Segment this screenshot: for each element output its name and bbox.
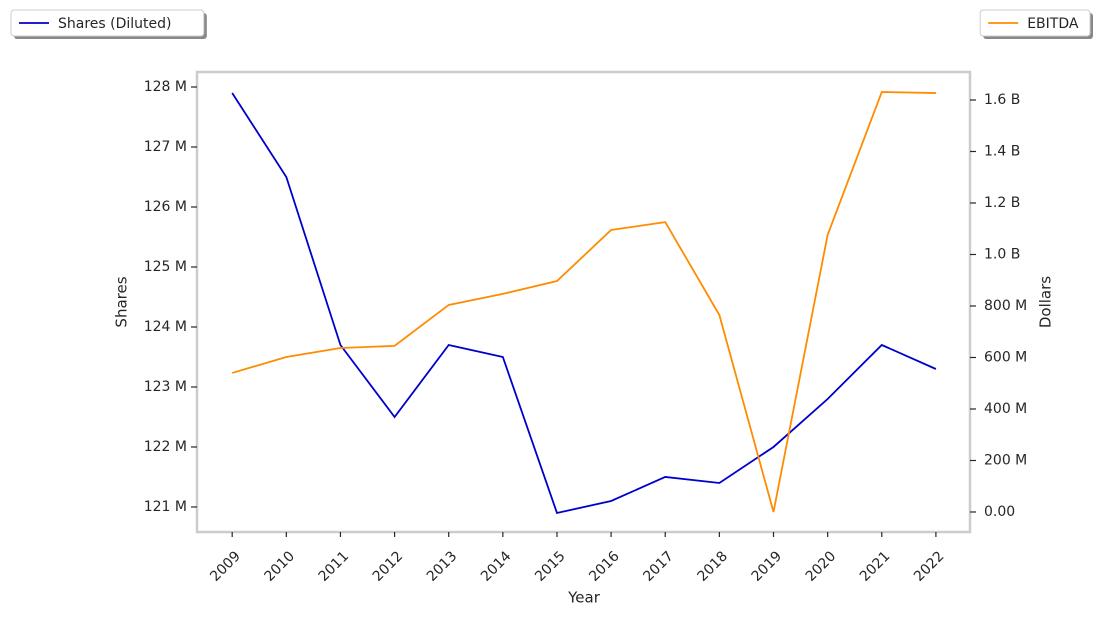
y2-tick-label: 1.2 B	[984, 195, 1020, 211]
x-tick-label: 2022	[911, 548, 948, 585]
x-tick-label: 2017	[640, 548, 677, 585]
y-tick-label: 127 M	[144, 139, 187, 155]
x-tick-label: 2019	[749, 548, 786, 585]
x-tick-label: 2018	[695, 548, 732, 585]
y-tick-label: 125 M	[144, 259, 187, 275]
x-tick-label: 2015	[532, 548, 569, 585]
legend-label: EBITDA	[1027, 16, 1079, 32]
y-tick-label: 126 M	[144, 199, 187, 215]
y2-tick-label: 600 M	[984, 349, 1027, 365]
y2-tick-label: 400 M	[984, 401, 1027, 417]
x-tick-label: 2016	[586, 548, 623, 585]
legend-box	[10, 9, 205, 37]
y2-tick-label: 1.0 B	[984, 246, 1020, 262]
x-tick-label: 2014	[478, 548, 515, 585]
y2-tick-label: 1.6 B	[984, 92, 1020, 108]
y2-tick-label: 0.00	[984, 504, 1015, 520]
y2-tick-label: 800 M	[984, 298, 1027, 314]
legend-label: Shares (Diluted)	[58, 16, 172, 32]
y-tick-label: 121 M	[144, 499, 187, 515]
series-line	[231, 91, 936, 513]
y-tick-label: 123 M	[144, 379, 187, 395]
legend-box	[979, 9, 1091, 37]
plot-frame	[195, 70, 972, 534]
x-tick-label: 2010	[261, 548, 298, 585]
x-tick-label: 2021	[857, 548, 894, 585]
x-tick-label: 2020	[803, 548, 840, 585]
y2-axis-title: Dollars	[1037, 276, 1055, 328]
y-axis-title: Shares	[113, 276, 131, 327]
x-tick-label: 2012	[370, 548, 407, 585]
x-tick-label: 2011	[316, 548, 353, 585]
x-tick-label: 2013	[424, 548, 461, 585]
series-line	[231, 92, 937, 515]
y-tick-label: 124 M	[144, 319, 187, 335]
y2-tick-label: 200 M	[984, 452, 1027, 468]
y-tick-label: 122 M	[144, 439, 187, 455]
x-tick-label: 2009	[207, 548, 244, 585]
y2-tick-label: 1.4 B	[984, 143, 1020, 159]
y-tick-label: 128 M	[144, 79, 187, 95]
x-axis-title: Year	[567, 589, 601, 607]
